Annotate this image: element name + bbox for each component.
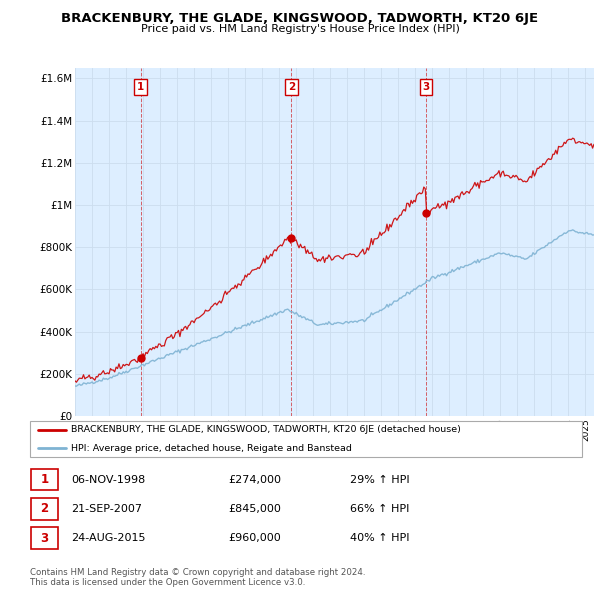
Text: 1: 1 xyxy=(40,473,49,486)
Text: BRACKENBURY, THE GLADE, KINGSWOOD, TADWORTH, KT20 6JE (detached house): BRACKENBURY, THE GLADE, KINGSWOOD, TADWO… xyxy=(71,425,461,434)
Text: HPI: Average price, detached house, Reigate and Banstead: HPI: Average price, detached house, Reig… xyxy=(71,444,352,453)
Text: BRACKENBURY, THE GLADE, KINGSWOOD, TADWORTH, KT20 6JE: BRACKENBURY, THE GLADE, KINGSWOOD, TADWO… xyxy=(61,12,539,25)
Text: £274,000: £274,000 xyxy=(229,475,282,484)
Text: 2: 2 xyxy=(40,502,49,516)
Text: 66% ↑ HPI: 66% ↑ HPI xyxy=(350,504,410,514)
Text: 29% ↑ HPI: 29% ↑ HPI xyxy=(350,475,410,484)
Text: 3: 3 xyxy=(40,532,49,545)
Text: 3: 3 xyxy=(422,82,430,92)
Text: 1: 1 xyxy=(137,82,144,92)
FancyBboxPatch shape xyxy=(31,469,58,490)
FancyBboxPatch shape xyxy=(31,527,58,549)
Text: £960,000: £960,000 xyxy=(229,533,281,543)
Text: This data is licensed under the Open Government Licence v3.0.: This data is licensed under the Open Gov… xyxy=(30,578,305,587)
FancyBboxPatch shape xyxy=(31,498,58,520)
Text: 21-SEP-2007: 21-SEP-2007 xyxy=(71,504,142,514)
Text: 06-NOV-1998: 06-NOV-1998 xyxy=(71,475,146,484)
Text: Price paid vs. HM Land Registry's House Price Index (HPI): Price paid vs. HM Land Registry's House … xyxy=(140,24,460,34)
Text: £845,000: £845,000 xyxy=(229,504,281,514)
Text: 24-AUG-2015: 24-AUG-2015 xyxy=(71,533,146,543)
Text: Contains HM Land Registry data © Crown copyright and database right 2024.: Contains HM Land Registry data © Crown c… xyxy=(30,568,365,576)
FancyBboxPatch shape xyxy=(30,421,582,457)
Text: 2: 2 xyxy=(288,82,295,92)
Text: 40% ↑ HPI: 40% ↑ HPI xyxy=(350,533,410,543)
